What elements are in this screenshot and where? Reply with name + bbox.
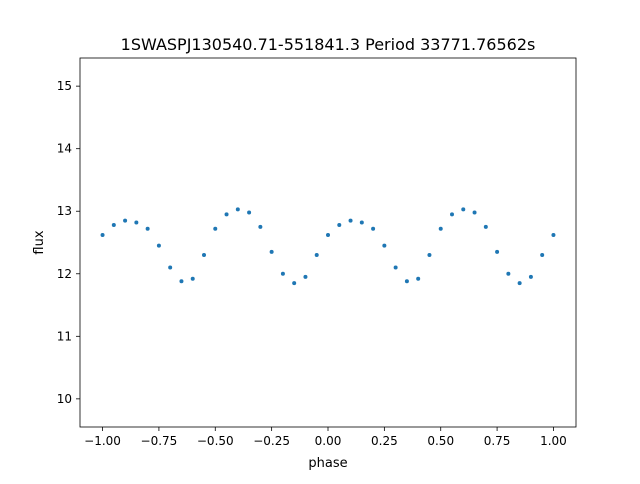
data-point (123, 218, 128, 223)
data-point (292, 281, 297, 286)
data-point (202, 253, 206, 258)
data-point (461, 207, 466, 212)
data-point (213, 226, 218, 231)
data-point (472, 210, 477, 215)
data-point (348, 218, 353, 223)
y-tick-label: 10 (57, 392, 72, 406)
data-point (258, 224, 263, 229)
data-point (450, 212, 454, 217)
data-point (314, 253, 319, 258)
y-tick-label: 11 (57, 329, 72, 343)
y-tick-label: 15 (57, 79, 72, 93)
x-tick-label: 1.00 (540, 434, 567, 448)
data-point (111, 222, 116, 227)
x-tick-label: 0.25 (371, 434, 398, 448)
data-point (517, 281, 522, 286)
data-point (427, 253, 432, 258)
x-axis-label: phase (308, 456, 347, 471)
y-tick-label: 12 (57, 267, 72, 281)
x-tick-label: −1.00 (84, 434, 121, 448)
chart-title: 1SWASPJ130540.71-551841.3 Period 33771.7… (121, 35, 536, 54)
data-point (506, 271, 511, 276)
data-point (416, 276, 421, 281)
y-tick-label: 14 (57, 142, 72, 156)
x-tick-label: −0.25 (253, 434, 290, 448)
data-point (168, 265, 173, 270)
x-tick-label: 0.00 (315, 434, 342, 448)
y-axis: 10 11 12 13 14 15 (57, 79, 80, 406)
data-point (393, 265, 398, 270)
x-axis: −1.00 −0.75 −0.50 −0.25 0.00 0.25 0.50 0.75 1.00 (84, 427, 567, 448)
x-tick-label: 0.75 (484, 434, 511, 448)
x-tick-label: 0.50 (427, 434, 454, 448)
data-point (495, 249, 500, 254)
data-point (303, 274, 308, 279)
y-tick-label: 13 (57, 204, 72, 218)
data-point (337, 222, 342, 227)
data-point (438, 226, 443, 231)
scatter-points (100, 207, 556, 286)
data-point (179, 279, 184, 284)
data-point (483, 224, 488, 229)
y-axis-label: flux (32, 230, 47, 254)
data-point (540, 253, 545, 258)
data-point (269, 249, 274, 254)
x-tick-label: −0.50 (197, 434, 234, 448)
data-point (247, 210, 252, 215)
data-point (371, 226, 376, 231)
data-point (145, 226, 150, 231)
data-point (100, 232, 105, 237)
data-point (224, 212, 229, 217)
data-point (404, 279, 409, 284)
data-point (528, 274, 533, 279)
data-point (551, 232, 556, 237)
data-point (134, 220, 139, 225)
data-point (235, 207, 240, 212)
data-point (190, 276, 195, 281)
data-point (359, 220, 364, 225)
data-point (280, 271, 285, 276)
data-point (326, 232, 330, 237)
data-point (156, 243, 161, 248)
data-point (382, 243, 387, 248)
x-tick-label: −0.75 (141, 434, 178, 448)
